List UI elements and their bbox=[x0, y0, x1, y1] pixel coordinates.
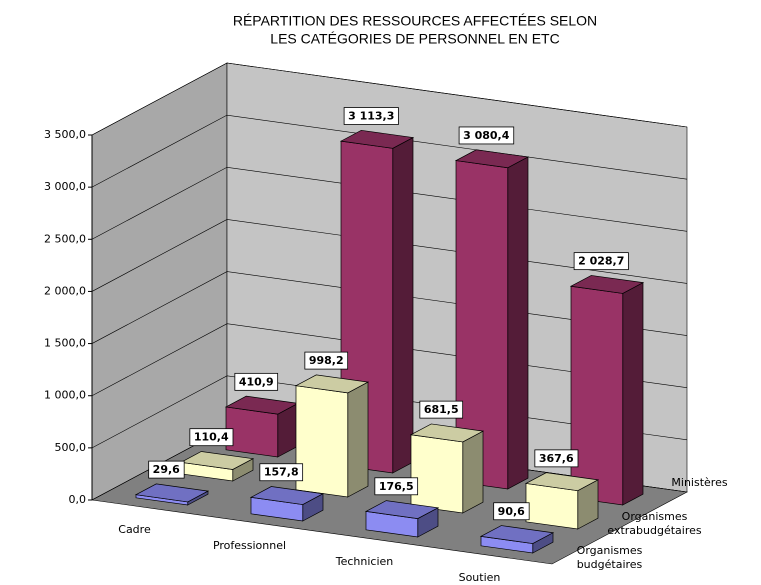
bar bbox=[224, 395, 300, 458]
y-tick-label: 1 500,0 bbox=[44, 337, 86, 350]
chart-title: RÉPARTITION DES RESSOURCES AFFECTÉES SEL… bbox=[233, 13, 597, 29]
x-tick-label: Cadre bbox=[118, 523, 151, 536]
bar bbox=[249, 486, 325, 522]
series-label: Organismes extrabudgétaires bbox=[607, 510, 702, 537]
bar-front bbox=[525, 483, 579, 530]
bar bbox=[524, 472, 600, 530]
value-label: 176,5 bbox=[379, 480, 414, 493]
bar bbox=[479, 525, 555, 554]
bar bbox=[569, 275, 645, 506]
bar-front bbox=[225, 406, 279, 458]
bar-top bbox=[569, 275, 645, 294]
value-label: 3 080,4 bbox=[463, 129, 510, 142]
chart-title: LES CATÉGORIES DE PERSONNEL EN ETC bbox=[270, 31, 559, 47]
series-label: Organismes budgétaires bbox=[576, 544, 643, 571]
bar-top bbox=[134, 483, 210, 503]
bar-top bbox=[294, 374, 370, 394]
value-label: 998,2 bbox=[309, 354, 344, 367]
value-label: 367,6 bbox=[539, 452, 574, 465]
grid-line bbox=[91, 323, 688, 396]
bar-top bbox=[409, 423, 485, 443]
bar-top bbox=[249, 486, 325, 505]
value-label-box bbox=[419, 400, 464, 419]
value-label-box bbox=[343, 107, 399, 125]
value-label: 110,4 bbox=[194, 431, 229, 444]
y-tick-label: 2 500,0 bbox=[44, 232, 86, 245]
y-tick-label: 3 000,0 bbox=[44, 180, 86, 193]
x-tick-label: Technicien bbox=[335, 555, 394, 568]
value-label-box bbox=[304, 351, 349, 370]
series-label: Ministères bbox=[671, 476, 728, 489]
value-label-box bbox=[534, 449, 579, 468]
bar-front bbox=[570, 285, 624, 506]
value-label: 90,6 bbox=[498, 505, 525, 518]
grid-line bbox=[91, 62, 688, 136]
bar-side bbox=[622, 282, 644, 506]
value-label-box bbox=[374, 477, 419, 496]
value-label: 410,9 bbox=[239, 375, 274, 388]
bar bbox=[409, 423, 485, 514]
grid-line bbox=[91, 166, 688, 240]
y-tick-label: 500,0 bbox=[55, 441, 87, 454]
bar-top bbox=[524, 472, 600, 492]
value-label-box bbox=[148, 460, 185, 479]
value-label-box bbox=[573, 252, 629, 271]
grid-line bbox=[91, 114, 688, 188]
bar-top bbox=[364, 500, 440, 519]
value-label: 3 113,3 bbox=[348, 110, 394, 123]
bar bbox=[294, 374, 370, 498]
value-label-box bbox=[493, 502, 530, 521]
bar-top bbox=[339, 129, 415, 149]
bar-front bbox=[410, 434, 464, 514]
x-tick-label: Professionnel bbox=[213, 539, 286, 552]
bar-side bbox=[507, 156, 529, 490]
bar bbox=[364, 500, 440, 538]
grid-line bbox=[91, 375, 688, 449]
bar bbox=[454, 149, 530, 490]
bar-top bbox=[179, 451, 255, 470]
y-tick-label: 0,0 bbox=[69, 493, 87, 506]
y-tick-label: 1 000,0 bbox=[44, 389, 86, 402]
bar-side bbox=[347, 381, 369, 498]
value-label: 681,5 bbox=[424, 403, 459, 416]
y-tick-label: 3 500,0 bbox=[44, 128, 86, 141]
value-label-box bbox=[259, 463, 304, 482]
value-label-box bbox=[234, 372, 279, 391]
bar-side bbox=[462, 430, 484, 514]
bar-front bbox=[295, 385, 349, 498]
grid-line bbox=[91, 219, 688, 292]
bar-top bbox=[479, 525, 555, 544]
value-label: 29,6 bbox=[153, 463, 180, 476]
bar bbox=[134, 483, 210, 506]
value-label-box bbox=[189, 428, 234, 447]
x-tick-label: Soutien bbox=[459, 571, 501, 584]
value-label-box bbox=[458, 126, 515, 145]
grid-line bbox=[91, 271, 688, 344]
bar-top bbox=[454, 149, 530, 169]
bar-side bbox=[392, 136, 414, 474]
value-label: 2 028,7 bbox=[578, 255, 624, 268]
value-label: 157,8 bbox=[264, 466, 299, 479]
y-tick-label: 2 000,0 bbox=[44, 284, 86, 297]
